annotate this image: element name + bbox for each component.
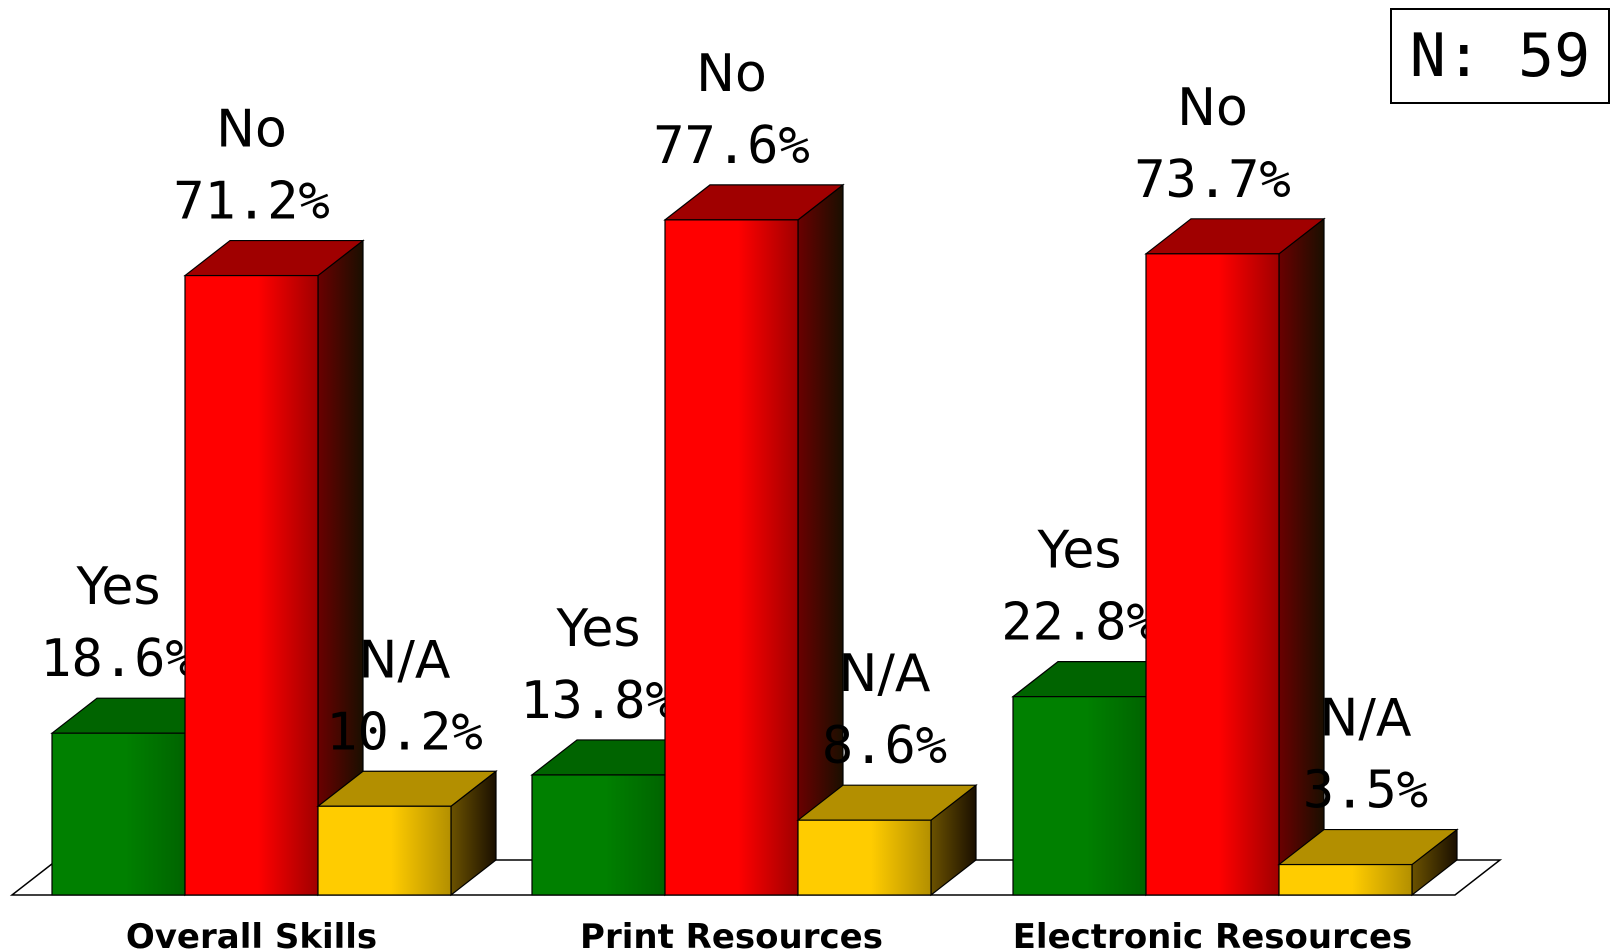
data-label-yes-print-resources: 13.8%: [520, 671, 677, 731]
bar-side-no-print-resources: [797, 183, 844, 897]
bar-no-overall-skills: [184, 274, 319, 896]
data-label-yes-electronic-resources: 22.8%: [1001, 593, 1158, 653]
data-label-no-electronic-resources: 73.7%: [1134, 150, 1291, 210]
series-label-no-print-resources: No: [696, 44, 767, 104]
category-label-print-resources: Print Resources: [580, 917, 883, 952]
data-label-na-print-resources: 8.6%: [822, 716, 947, 776]
category-label-overall-skills: Overall Skills: [126, 917, 377, 952]
bar-yes-print-resources: [531, 774, 666, 896]
series-label-na-overall-skills: N/A: [359, 630, 451, 690]
bar-no-print-resources: [664, 219, 799, 896]
sample-size-box: N: 59: [1390, 8, 1610, 104]
series-label-no-overall-skills: No: [216, 100, 287, 160]
sample-size-label: N: 59: [1409, 21, 1591, 91]
series-label-no-electronic-resources: No: [1177, 78, 1248, 138]
bar-no-electronic-resources: [1145, 253, 1280, 896]
series-label-yes-overall-skills: Yes: [76, 557, 161, 617]
series-label-na-electronic-resources: N/A: [1320, 689, 1412, 749]
bar-na-overall-skills: [317, 805, 452, 896]
bar-yes-overall-skills: [51, 732, 186, 896]
data-label-no-print-resources: 77.6%: [653, 116, 810, 176]
series-label-yes-electronic-resources: Yes: [1037, 521, 1122, 581]
category-label-electronic-resources: Electronic Resources: [1013, 917, 1413, 952]
data-label-na-electronic-resources: 3.5%: [1303, 761, 1428, 821]
series-label-yes-print-resources: Yes: [556, 599, 641, 659]
bar-yes-electronic-resources: [1012, 696, 1147, 896]
data-label-no-overall-skills: 71.2%: [173, 172, 330, 232]
data-label-na-overall-skills: 10.2%: [326, 702, 483, 762]
bar-na-electronic-resources: [1278, 863, 1413, 896]
bar-na-print-resources: [797, 819, 932, 896]
data-label-yes-overall-skills: 18.6%: [40, 629, 197, 689]
series-label-na-print-resources: N/A: [839, 644, 931, 704]
